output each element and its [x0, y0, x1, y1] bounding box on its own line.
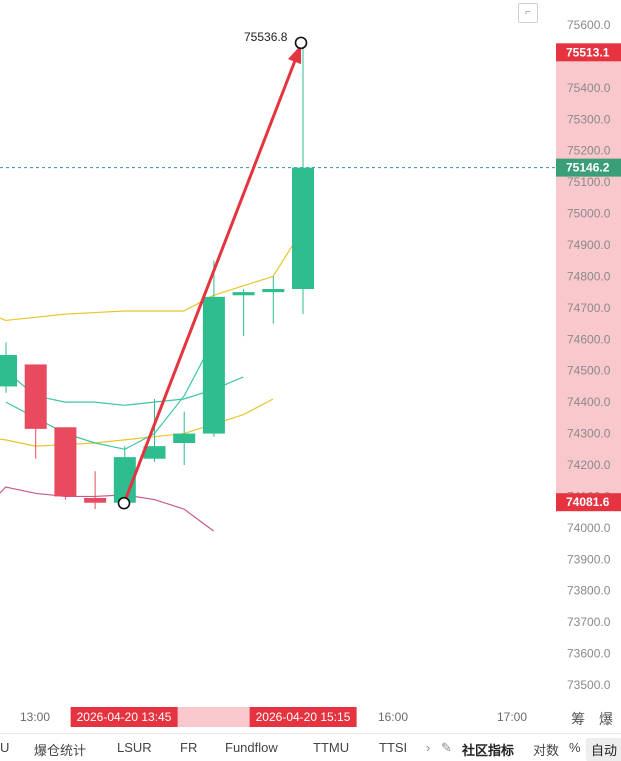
current-price-tag: 75146.2	[566, 161, 610, 175]
tab-fr[interactable]: FR	[180, 740, 198, 755]
y-tick-label: 74600.0	[567, 332, 611, 346]
indicator-line	[0, 486, 214, 532]
tab-ttmu[interactable]: TTMU	[313, 740, 350, 755]
high-price-tag-bg	[556, 43, 621, 62]
chart-toolbar: 筹 爆	[561, 709, 613, 729]
candle-body	[262, 289, 285, 293]
time-tick-1300: 13:00	[19, 710, 51, 724]
edit-icon[interactable]: ✎	[441, 740, 452, 755]
tab-fundflow[interactable]: Fundflow	[225, 740, 278, 755]
tab-lsur[interactable]: LSUR	[117, 740, 152, 755]
tab-u[interactable]: U	[0, 740, 10, 755]
candle-body	[232, 292, 255, 296]
y-tick-label: 75600.0	[567, 18, 611, 32]
community-indicator-button[interactable]: 社区指标	[462, 743, 515, 758]
indicator-tab-bar: U 爆仓统计 LSUR FR Fundflow TTMU TTSI › ✎ 社区…	[0, 733, 621, 761]
y-tick-label: 74500.0	[567, 364, 611, 378]
candle-body	[113, 457, 136, 503]
y-tick-label: 74400.0	[567, 395, 611, 409]
candle-body	[173, 433, 196, 443]
time-range-end: 2026-04-20 15:15	[249, 707, 357, 727]
tab-ttsi[interactable]: TTSI	[379, 740, 408, 755]
y-tick-label: 75400.0	[567, 81, 611, 95]
candle-body	[292, 167, 314, 289]
trend-arrow-head	[288, 44, 302, 65]
y-tick-label: 73600.0	[567, 647, 611, 661]
low-price-tag-bg	[556, 493, 621, 512]
candle-body	[54, 427, 77, 497]
chart-area[interactable]: 75600.075500.075400.075300.075200.075100…	[0, 0, 621, 705]
y-tick-label: 74700.0	[567, 301, 611, 315]
y-tick-label: 73700.0	[567, 615, 611, 629]
current-price-tag-bg	[556, 158, 621, 177]
trend-arrow	[122, 51, 300, 505]
time-tick-1700: 17:00	[496, 710, 528, 724]
candle-body	[84, 498, 107, 503]
high-price-tag: 75513.1	[566, 45, 610, 59]
y-tick-label: 75000.0	[567, 207, 611, 221]
y-tick-label: 74000.0	[567, 521, 611, 535]
layout-icon[interactable]: ⌐	[518, 3, 538, 23]
liquidation-button[interactable]: 爆	[599, 711, 613, 727]
time-axis: 13:00 2026-04-20 13:45 2026-04-20 15:15 …	[0, 705, 621, 730]
y-tick-label: 75300.0	[567, 112, 611, 126]
y-tick-label: 74200.0	[567, 458, 611, 472]
y-tick-label: 74800.0	[567, 269, 611, 283]
time-tick-1600: 16:00	[377, 710, 409, 724]
arrow-end-handle[interactable]	[294, 36, 308, 50]
tab-liquidation-stats[interactable]: 爆仓统计	[34, 743, 87, 758]
y-tick-label: 74900.0	[567, 238, 611, 252]
candle-body	[24, 364, 47, 429]
tab-more-chevron-icon[interactable]: ›	[426, 740, 431, 755]
price-range-band	[556, 52, 621, 503]
peak-annotation-label: 75536.8	[244, 30, 288, 44]
y-tick-label: 75200.0	[567, 144, 611, 158]
y-tick-label: 74300.0	[567, 427, 611, 441]
candlestick-chart[interactable]: 75600.075500.075400.075300.075200.075100…	[0, 0, 621, 705]
candle-body	[202, 296, 225, 434]
y-tick-label: 73500.0	[567, 678, 611, 692]
time-range-start: 2026-04-20 13:45	[70, 707, 178, 727]
y-tick-label: 73800.0	[567, 584, 611, 598]
low-price-tag: 74081.6	[566, 495, 610, 509]
candle-body	[0, 355, 17, 387]
log-scale-toggle[interactable]: 对数	[533, 743, 560, 758]
chip-filter-button[interactable]: 筹	[571, 711, 586, 727]
arrow-start-handle[interactable]	[117, 496, 131, 510]
y-tick-label: 75100.0	[567, 175, 611, 189]
indicator-line	[0, 363, 244, 406]
auto-scale-toggle[interactable]: 自动	[586, 738, 621, 761]
indicator-line	[0, 228, 304, 322]
y-tick-label: 73900.0	[567, 552, 611, 566]
percent-scale-toggle[interactable]: %	[569, 740, 581, 755]
candle-body	[143, 446, 166, 459]
